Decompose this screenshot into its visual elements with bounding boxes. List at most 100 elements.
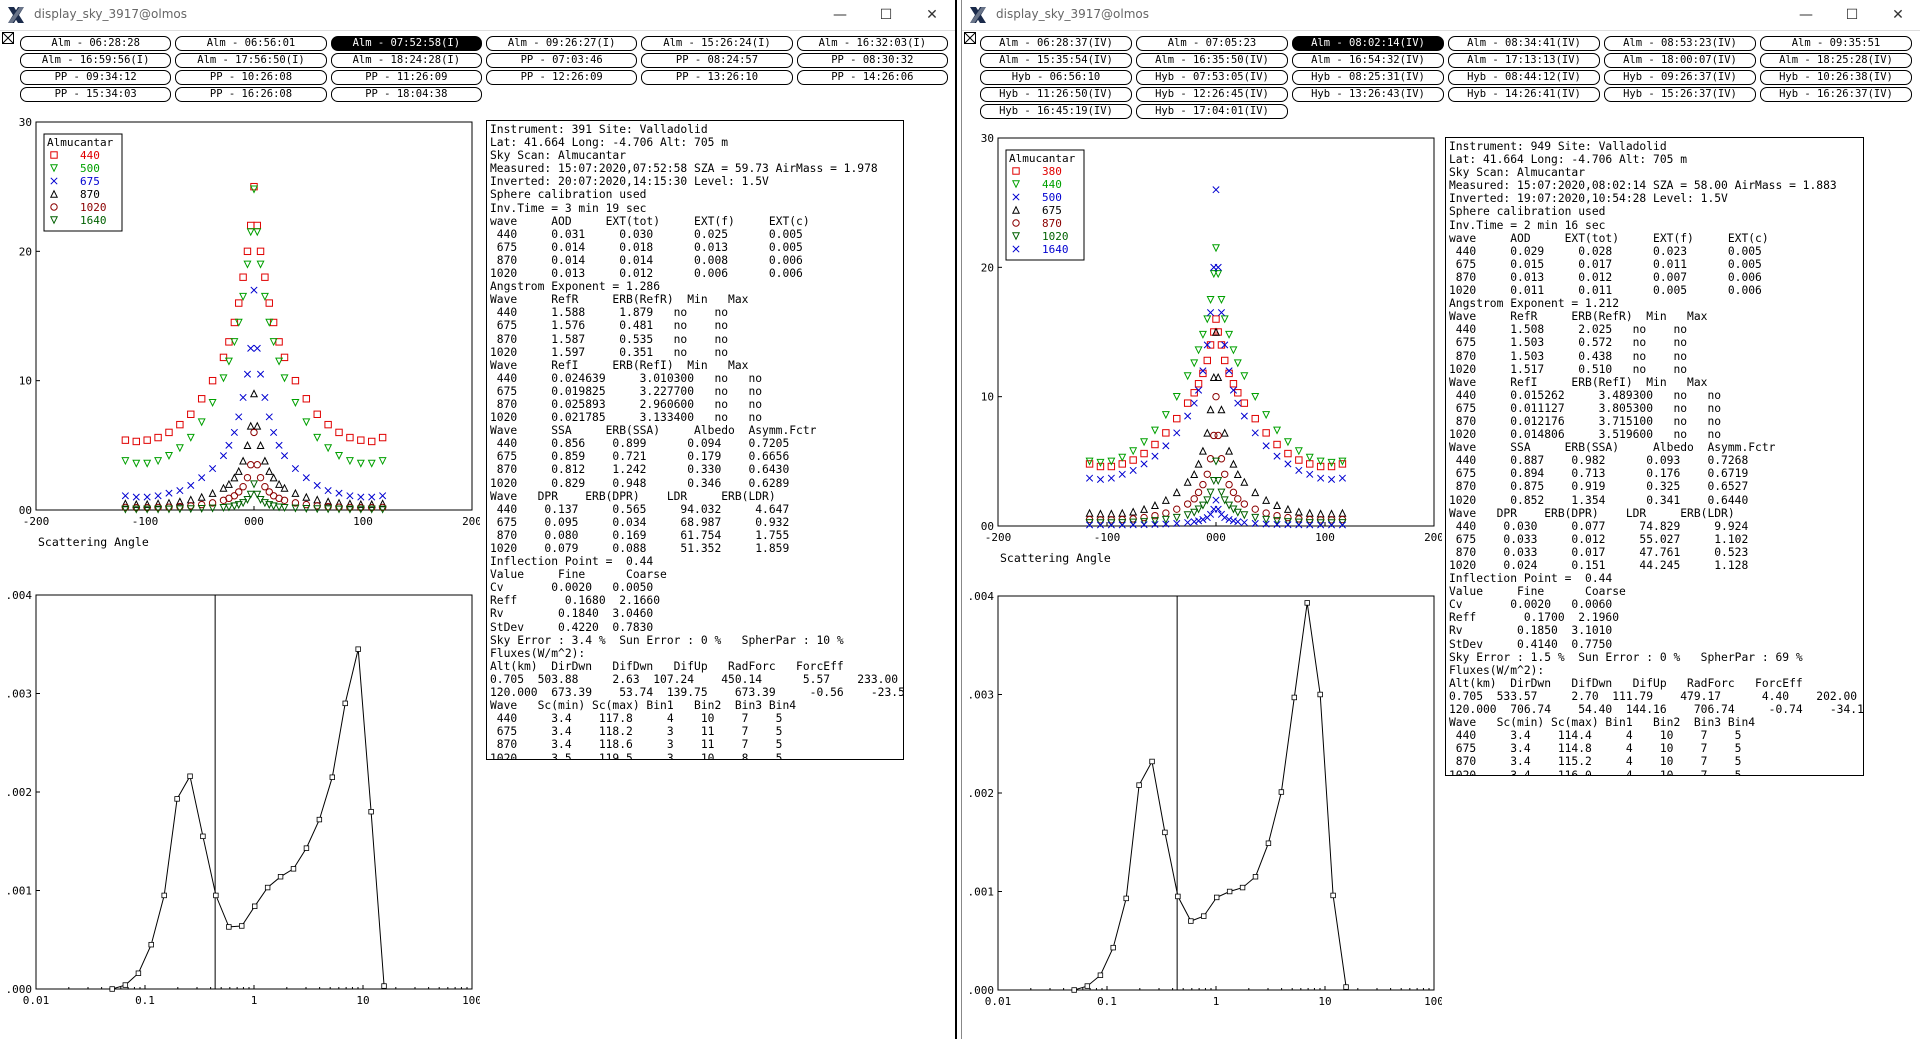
data-point [1229, 517, 1237, 525]
maximize-button[interactable]: ☐ [879, 7, 893, 23]
scan-time-button[interactable]: Alm - 07:52:58(I) [330, 36, 482, 51]
data-point [1214, 372, 1223, 381]
scan-time-button[interactable]: PP - 10:26:08 [175, 70, 327, 85]
data-point [1240, 477, 1249, 486]
data-point [165, 428, 173, 437]
close-button[interactable]: ✕ [1892, 7, 1904, 23]
scan-time-button[interactable]: PP - 14:26:06 [796, 70, 948, 85]
data-point [230, 338, 239, 347]
data-point [1211, 457, 1221, 466]
data-point [1011, 232, 1021, 241]
scan-time-button[interactable]: PP - 08:30:32 [796, 53, 948, 68]
scan-time-button[interactable]: Hyb - 09:26:37(IV) [1604, 70, 1756, 85]
data-point [335, 428, 343, 437]
legend-entry: 1020 [80, 201, 107, 214]
scan-time-button[interactable]: Hyb - 13:26:43(IV) [1292, 87, 1444, 102]
x-tick-label: 100 [1424, 995, 1442, 1008]
scan-time-button[interactable]: Alm - 06:28:37(IV) [980, 36, 1132, 51]
scan-time-button[interactable]: Hyb - 06:56:10 [980, 70, 1132, 85]
scan-time-button[interactable]: PP - 11:26:09 [330, 70, 482, 85]
data-point [1140, 521, 1148, 529]
series-380 [1085, 315, 1347, 471]
scan-time-button[interactable]: PP - 12:26:09 [485, 70, 638, 85]
scan-time-button[interactable]: Hyb - 12:26:45(IV) [1136, 87, 1288, 102]
scan-time-button[interactable]: Alm - 18:00:07(IV) [1604, 53, 1756, 68]
scan-time-button[interactable]: Alm - 06:28:28 [20, 36, 172, 51]
scan-time-button[interactable]: Alm - 16:32:03(I) [796, 36, 948, 51]
y-tick-label: .000 [968, 984, 995, 997]
data-point [154, 505, 163, 514]
scan-time-button[interactable]: Alm - 08:53:23(IV) [1604, 36, 1756, 51]
scan-time-button[interactable]: Hyb - 16:45:19(IV) [980, 104, 1132, 119]
scan-time-button[interactable]: Hyb - 14:26:41(IV) [1448, 87, 1600, 102]
scan-time-button[interactable]: Alm - 08:34:41(IV) [1448, 36, 1600, 51]
scan-time-button[interactable]: Hyb - 08:25:31(IV) [1292, 70, 1444, 85]
data-point [1251, 414, 1259, 423]
scan-time-button[interactable]: Alm - 16:54:32(IV) [1292, 53, 1444, 68]
scan-time-button[interactable]: Alm - 09:26:27(I) [485, 36, 638, 51]
scan-time-button[interactable]: Alm - 17:56:50(I) [175, 53, 327, 68]
data-point [1338, 457, 1347, 466]
scan-time-button[interactable]: Alm - 17:13:13(IV) [1448, 53, 1600, 68]
data-point [1211, 244, 1221, 253]
scan-time-button[interactable]: PP - 16:26:08 [175, 87, 327, 102]
info-line: Wave DPR ERB(DPR) LDR ERB(LDR) [1449, 506, 1735, 520]
data-point [378, 433, 387, 442]
data-point [250, 286, 258, 294]
info-line: 870 0.012176 3.715100 no no [1449, 414, 1722, 428]
legend-entry: 1640 [1042, 243, 1069, 256]
data-point [143, 459, 152, 468]
scan-time-button[interactable]: Hyb - 15:26:37(IV) [1604, 87, 1756, 102]
data-point [1206, 295, 1215, 304]
data-point [246, 421, 255, 430]
time-button-grid: Alm - 06:28:37(IV) Alm - 07:05:23 Alm - 08… [980, 36, 1912, 119]
data-point [1295, 521, 1303, 529]
data-point [1240, 511, 1249, 520]
scan-time-button[interactable]: Hyb - 08:44:12(IV) [1448, 70, 1600, 85]
scan-time-button[interactable]: Hyb - 17:04:01(IV) [1136, 104, 1288, 119]
scan-time-button[interactable]: Alm - 09:35:51 [1760, 36, 1912, 51]
maximize-button[interactable]: ☐ [1845, 7, 1859, 23]
scan-time-button[interactable]: PP - 18:04:38 [330, 87, 482, 102]
close-button[interactable]: ✕ [926, 7, 938, 23]
scan-time-button[interactable]: Alm - 16:59:56(I) [20, 53, 172, 68]
data-point [1234, 399, 1242, 407]
scan-time-button[interactable]: Alm - 18:24:28(I) [330, 53, 482, 68]
x-tick-label: -200 [985, 531, 1012, 544]
data-point [1162, 442, 1170, 450]
scan-time-button[interactable]: PP - 09:34:12 [20, 70, 172, 85]
data-point [1198, 330, 1207, 339]
data-point [291, 376, 300, 385]
data-point [356, 499, 365, 508]
scan-time-button[interactable]: Alm - 07:05:23 [1136, 36, 1288, 51]
scan-time-button[interactable]: Alm - 16:35:50(IV) [1136, 53, 1288, 68]
minimize-button[interactable]: — [1799, 7, 1813, 23]
scan-time-button[interactable]: Hyb - 07:53:05(IV) [1136, 70, 1288, 85]
info-line: Wave RefI ERB(RefI) Min Max [1449, 375, 1708, 389]
scan-time-button[interactable]: Alm - 15:26:24(I) [641, 36, 793, 51]
info-line: Reff 0.1680 2.1660 [490, 594, 661, 608]
scan-time-button[interactable]: PP - 08:24:57 [641, 53, 793, 68]
data-point [1118, 508, 1127, 517]
scan-time-button[interactable]: Alm - 06:56:01 [175, 36, 327, 51]
data-point [1194, 380, 1203, 388]
scan-time-button[interactable]: PP - 07:03:46 [485, 53, 638, 68]
scan-time-button[interactable]: Alm - 08:02:14(IV) [1292, 36, 1444, 51]
data-point [1294, 518, 1303, 527]
scan-time-button[interactable]: Hyb - 16:26:37(IV) [1760, 87, 1912, 102]
data-point [243, 260, 252, 269]
minimize-button[interactable]: — [833, 7, 847, 23]
scan-time-button[interactable]: Alm - 18:25:28(IV) [1760, 53, 1912, 68]
y-tick-label: 20 [19, 245, 32, 258]
scan-time-button[interactable]: Hyb - 11:26:50(IV) [980, 87, 1132, 102]
y-tick-label: .004 [968, 590, 995, 603]
scan-time-button[interactable]: Alm - 15:35:54(IV) [980, 53, 1132, 68]
data-point [1229, 488, 1238, 497]
scan-time-button[interactable]: PP - 15:34:03 [20, 87, 172, 102]
scan-time-button[interactable]: PP - 13:26:10 [641, 70, 793, 85]
data-point [253, 228, 262, 237]
scan-time-button[interactable]: Hyb - 10:26:38(IV) [1760, 70, 1912, 85]
legend-entry: 675 [1042, 204, 1062, 217]
data-point [132, 499, 141, 508]
data-point [1188, 918, 1194, 924]
